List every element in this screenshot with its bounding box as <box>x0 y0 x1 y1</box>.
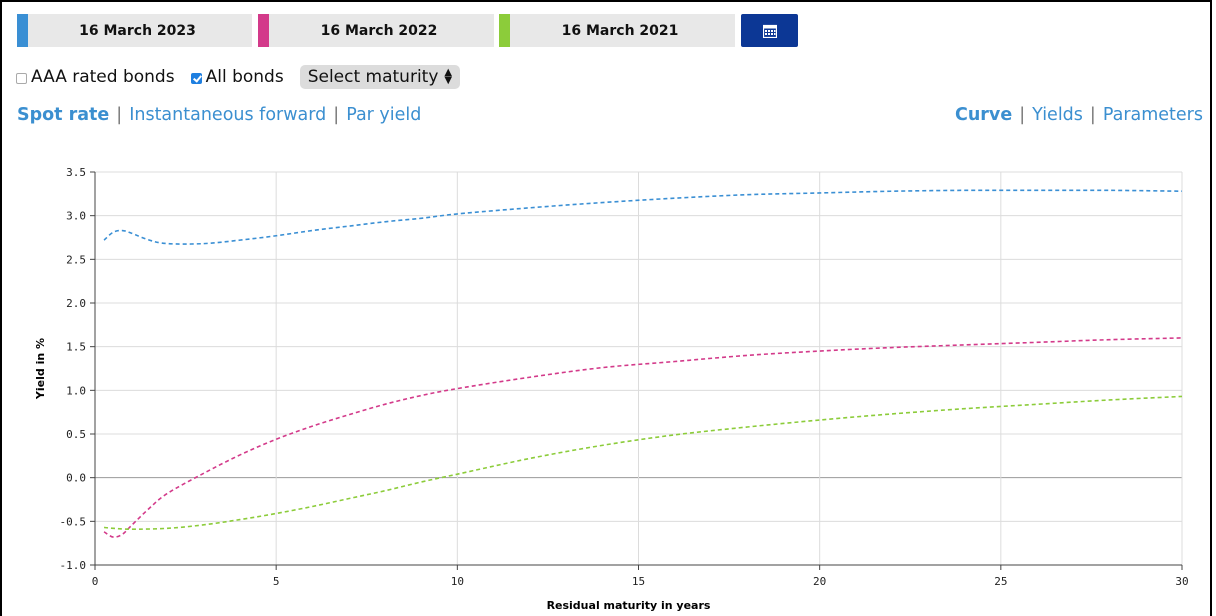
aaa-label[interactable]: AAA rated bonds <box>31 67 175 87</box>
y-tick-label: 2.0 <box>66 297 86 310</box>
spot-rate-link[interactable]: Spot rate <box>17 105 110 125</box>
calendar-icon <box>762 24 777 38</box>
select-arrows-icon: ▲ ▼ <box>444 67 453 86</box>
date-color-bar <box>17 14 28 47</box>
calendar-button[interactable] <box>741 14 798 47</box>
date-label: 16 March 2021 <box>561 22 679 39</box>
yield-curve-chart: -1.0 -0.5 0.0 0.5 1.0 1.5 2.0 2.5 3.0 3.5 0 5 10 15 2… <box>34 166 1189 612</box>
y-tick-label: -0.5 <box>60 515 87 528</box>
x-axis-ticks: 0 5 10 15 20 25 30 <box>92 565 1189 588</box>
all-bonds-checkbox[interactable] <box>190 73 202 84</box>
y-axis-title: Yield in % <box>34 338 47 400</box>
x-tick-label: 5 <box>273 575 280 588</box>
maturity-select[interactable]: Select maturity ▲ ▼ <box>299 65 461 89</box>
instantaneous-forward-link[interactable]: Instantaneous forward <box>129 105 327 125</box>
x-tick-label: 30 <box>1175 575 1188 588</box>
date-label: 16 March 2023 <box>79 22 196 39</box>
x-tick-label: 20 <box>813 575 826 588</box>
y-tick-label: -1.0 <box>60 559 87 572</box>
date-button-1[interactable]: 16 March 2023 <box>17 14 252 47</box>
x-tick-label: 0 <box>92 575 99 588</box>
filter-row: AAA rated bonds All bonds Select maturit… <box>16 64 461 90</box>
y-tick-label: 3.0 <box>66 210 86 223</box>
date-color-bar <box>258 14 269 47</box>
aaa-checkbox[interactable] <box>16 73 27 84</box>
series-line-2 <box>103 337 1183 538</box>
chart-grid <box>94 171 1183 566</box>
separator: | <box>116 105 123 125</box>
x-tick-label: 15 <box>632 575 645 588</box>
yields-view-link[interactable]: Yields <box>1032 105 1083 125</box>
separator: | <box>333 105 340 125</box>
y-tick-label: 2.5 <box>66 253 86 266</box>
par-yield-link[interactable]: Par yield <box>346 105 422 125</box>
curve-view-link[interactable]: Curve <box>955 105 1013 125</box>
date-button-2[interactable]: 16 March 2022 <box>258 14 494 47</box>
x-tick-label: 25 <box>994 575 1007 588</box>
y-tick-label: 0.5 <box>66 428 86 441</box>
all-bonds-label[interactable]: All bonds <box>205 67 284 87</box>
y-tick-label: 3.5 <box>66 166 86 179</box>
x-axis-title: Residual maturity in years <box>547 599 711 612</box>
date-color-bar <box>499 14 510 47</box>
view-links: Curve | Yields | Parameters <box>955 102 1203 128</box>
parameters-view-link[interactable]: Parameters <box>1102 105 1203 125</box>
curve-type-links: Spot rate | Instantaneous forward | Par … <box>17 102 421 128</box>
chart-series <box>103 189 1183 538</box>
y-tick-label: 1.0 <box>66 384 86 397</box>
x-tick-label: 10 <box>451 575 464 588</box>
separator: | <box>1089 105 1096 125</box>
maturity-select-label: Select maturity <box>307 67 439 87</box>
separator: | <box>1019 105 1026 125</box>
y-axis-ticks: -1.0 -0.5 0.0 0.5 1.0 1.5 2.0 2.5 3.0 3.5 <box>60 166 95 572</box>
y-tick-label: 0.0 <box>66 472 86 485</box>
y-tick-label: 1.5 <box>66 341 86 354</box>
series-line-3 <box>103 395 1183 530</box>
date-label: 16 March 2022 <box>320 22 438 39</box>
date-button-3[interactable]: 16 March 2021 <box>499 14 735 47</box>
series-line-1 <box>103 189 1183 245</box>
